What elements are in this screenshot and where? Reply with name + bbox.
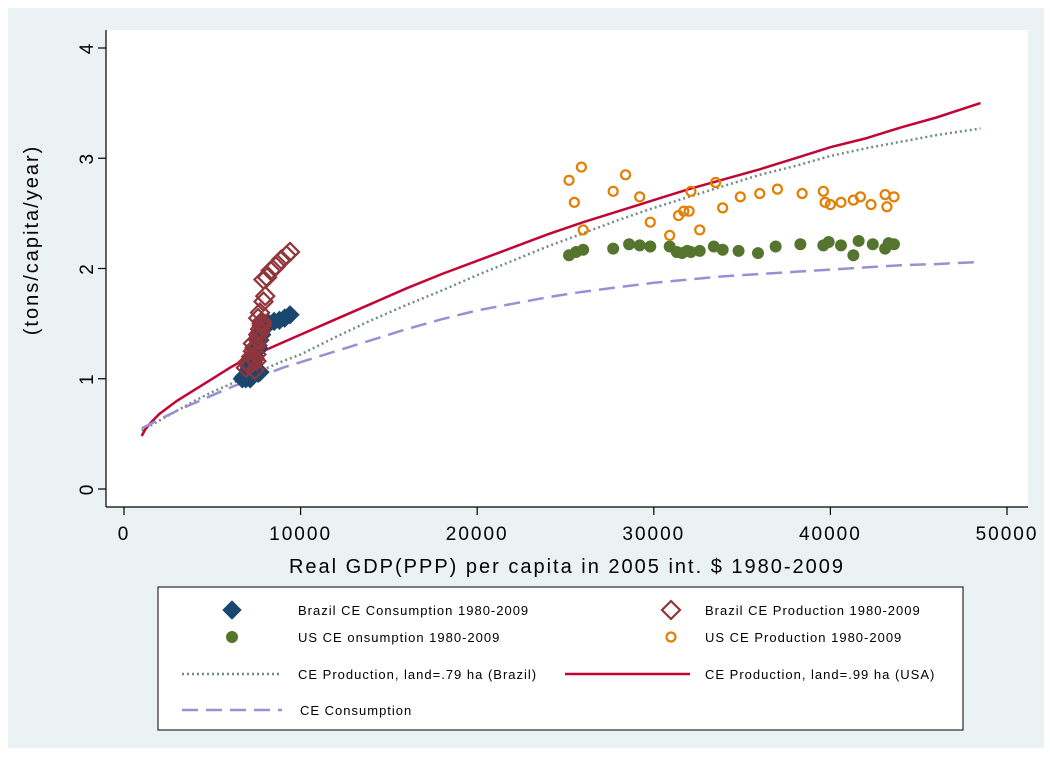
series-2-point [577, 243, 590, 256]
series-4-line [141, 127, 981, 432]
x-tick-label: 0 [118, 524, 131, 545]
y-tick-label: 0 [77, 483, 98, 496]
series-1-point [260, 260, 282, 282]
series-1-point [279, 241, 301, 263]
legend-item: CE Production, land=.99 ha (USA) [565, 667, 935, 682]
series-1-point [249, 321, 271, 344]
series-3-point [771, 183, 784, 195]
series-1-points [235, 241, 301, 381]
series-3-point [678, 205, 690, 217]
series-5-line [140, 101, 981, 437]
legend-marker-swatch [665, 631, 677, 643]
series-3-point [685, 185, 697, 197]
series-3-point [865, 198, 877, 211]
legend-label: Brazil CE Consumption 1980-2009 [298, 603, 529, 618]
series-1-point [251, 310, 273, 332]
series-2-point [607, 242, 620, 255]
series-3-point [664, 229, 676, 242]
series-2-point [847, 249, 860, 262]
legend-marker-swatch [226, 631, 238, 643]
series-2-point [852, 234, 865, 247]
legend-item: US CE Production 1980-2009 [665, 630, 902, 645]
legend-item: CE Consumption [182, 703, 412, 718]
series-3-point [644, 216, 656, 228]
series-1-point [256, 266, 278, 288]
series-1-point [251, 313, 273, 335]
series-2-point [644, 240, 657, 253]
x-tick-label: 10000 [269, 524, 332, 545]
series-3-point [575, 161, 587, 173]
series-3-point [683, 205, 695, 217]
x-tick-label: 50000 [976, 524, 1039, 545]
y-tick-label: 2 [77, 262, 98, 275]
x-ticks: 0 10000 20000 30000 40000 50000 [118, 507, 1039, 545]
series-3-point [563, 174, 575, 186]
legend-marker-swatch [660, 599, 682, 621]
series-2-point [716, 243, 729, 256]
series-2-point [633, 239, 646, 252]
series-3-point [710, 176, 722, 189]
y-tick-label: 4 [77, 42, 98, 55]
series-1-point [244, 359, 266, 381]
series-3-point [819, 196, 831, 208]
series-3-point [734, 191, 746, 203]
series-3-point [754, 187, 766, 200]
series-2-point [693, 244, 706, 257]
legend-item: Brazil CE Consumption 1980-2009 [222, 600, 529, 620]
series-3-point [817, 185, 829, 197]
legend-label: CE Production, land=.99 ha (USA) [705, 667, 935, 682]
series-3-point [835, 196, 847, 208]
legend-box [157, 586, 964, 731]
legend-label: US CE Production 1980-2009 [705, 630, 902, 645]
legend-item: Brazil CE Production 1980-2009 [660, 599, 921, 621]
x-tick-label: 30000 [622, 524, 685, 545]
series-3-points [563, 161, 900, 242]
series-2-point [834, 239, 847, 252]
legend-item: US CE onsumption 1980-2009 [226, 630, 500, 645]
y-tick-label: 3 [77, 152, 98, 165]
series-3-point [854, 191, 867, 203]
legend-item: CE Production, land=.79 ha (Brazil) [182, 667, 537, 682]
series-2-point [794, 238, 807, 251]
y-axis-title: (tons/capita/year) [21, 145, 43, 336]
series-3-point [888, 191, 900, 203]
series-3-point [607, 185, 619, 197]
series-2-point [769, 240, 782, 253]
series-3-point [577, 224, 589, 236]
x-tick-label: 40000 [799, 524, 862, 545]
series-2-point [732, 244, 745, 257]
series-2-point [887, 238, 900, 251]
series-2-point [866, 238, 879, 251]
y-ticks: 0 1 2 3 4 [77, 42, 106, 496]
series-points [232, 161, 900, 389]
series-3-point [634, 191, 646, 203]
series-1-point [265, 255, 287, 277]
series-3-point [717, 202, 729, 214]
series-3-point [796, 187, 808, 200]
series-3-point [694, 224, 706, 236]
series-2-point [822, 236, 835, 249]
legend: Brazil CE Consumption 1980-2009 Brazil CE… [182, 599, 935, 718]
series-lines [140, 101, 981, 437]
series-2-point [751, 247, 764, 260]
series-2-points [563, 234, 900, 262]
series-3-point [619, 169, 632, 181]
series-2-point [623, 238, 636, 251]
x-tick-label: 20000 [446, 524, 509, 545]
series-1-point [245, 350, 268, 372]
legend-label: CE Production, land=.79 ha (Brazil) [298, 667, 537, 682]
legend-marker-swatch [222, 600, 242, 620]
series-3-point [568, 196, 580, 208]
x-axis-title: Real GDP(PPP) per capita in 2005 int. $ … [289, 556, 845, 578]
legend-label: CE Consumption [300, 703, 412, 718]
series-3-point [881, 201, 893, 213]
legend-label: US CE onsumption 1980-2009 [298, 630, 500, 645]
y-tick-label: 1 [77, 372, 98, 385]
series-1-point [254, 285, 276, 307]
plot-area [106, 30, 1028, 507]
legend-label: Brazil CE Production 1980-2009 [705, 603, 921, 618]
series-0-point [280, 305, 300, 325]
series-3-point [824, 198, 837, 211]
